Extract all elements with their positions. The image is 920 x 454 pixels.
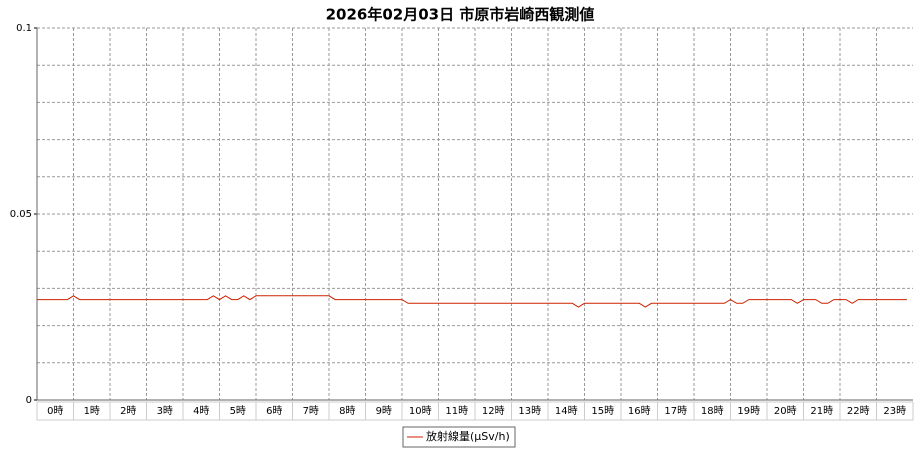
x-label-cell xyxy=(876,401,914,421)
x-tick-label: 14時 xyxy=(555,405,578,417)
chart-title: 2026年02月03日 市原市岩崎西観測値 xyxy=(326,6,595,24)
x-tick-label: 9時 xyxy=(376,405,392,417)
x-tick-label: 0時 xyxy=(47,405,63,417)
x-tick-label: 13時 xyxy=(518,405,541,417)
x-tick-label: 12時 xyxy=(482,405,505,417)
x-tick-label: 7時 xyxy=(303,405,319,417)
x-tick-label: 17時 xyxy=(664,405,687,417)
x-tick-label: 23時 xyxy=(883,405,906,417)
x-tick-label: 2時 xyxy=(120,405,136,417)
y-tick-label: 0 xyxy=(26,395,32,406)
x-tick-label: 22時 xyxy=(847,405,870,417)
x-tick-label: 18時 xyxy=(701,405,724,417)
x-tick-label: 11時 xyxy=(445,405,468,417)
x-tick-label: 20時 xyxy=(774,405,797,417)
x-tick-label: 4時 xyxy=(193,405,209,417)
x-tick-label: 8時 xyxy=(339,405,355,417)
y-tick-label: 0.1 xyxy=(16,23,32,34)
x-tick-label: 15時 xyxy=(591,405,614,417)
x-tick-label: 10時 xyxy=(409,405,432,417)
x-tick-label: 3時 xyxy=(157,405,173,417)
legend-label: 放射線量(μSv/h) xyxy=(426,429,510,443)
x-tick-label: 21時 xyxy=(810,405,833,417)
x-tick-label: 16時 xyxy=(628,405,651,417)
x-tick-label: 19時 xyxy=(737,405,760,417)
x-tick-label: 1時 xyxy=(84,405,100,417)
x-tick-label: 5時 xyxy=(230,405,246,417)
x-tick-label: 6時 xyxy=(266,405,282,417)
legend-box xyxy=(402,426,516,448)
y-tick-label: 0.05 xyxy=(10,209,32,220)
data-line xyxy=(37,295,907,308)
